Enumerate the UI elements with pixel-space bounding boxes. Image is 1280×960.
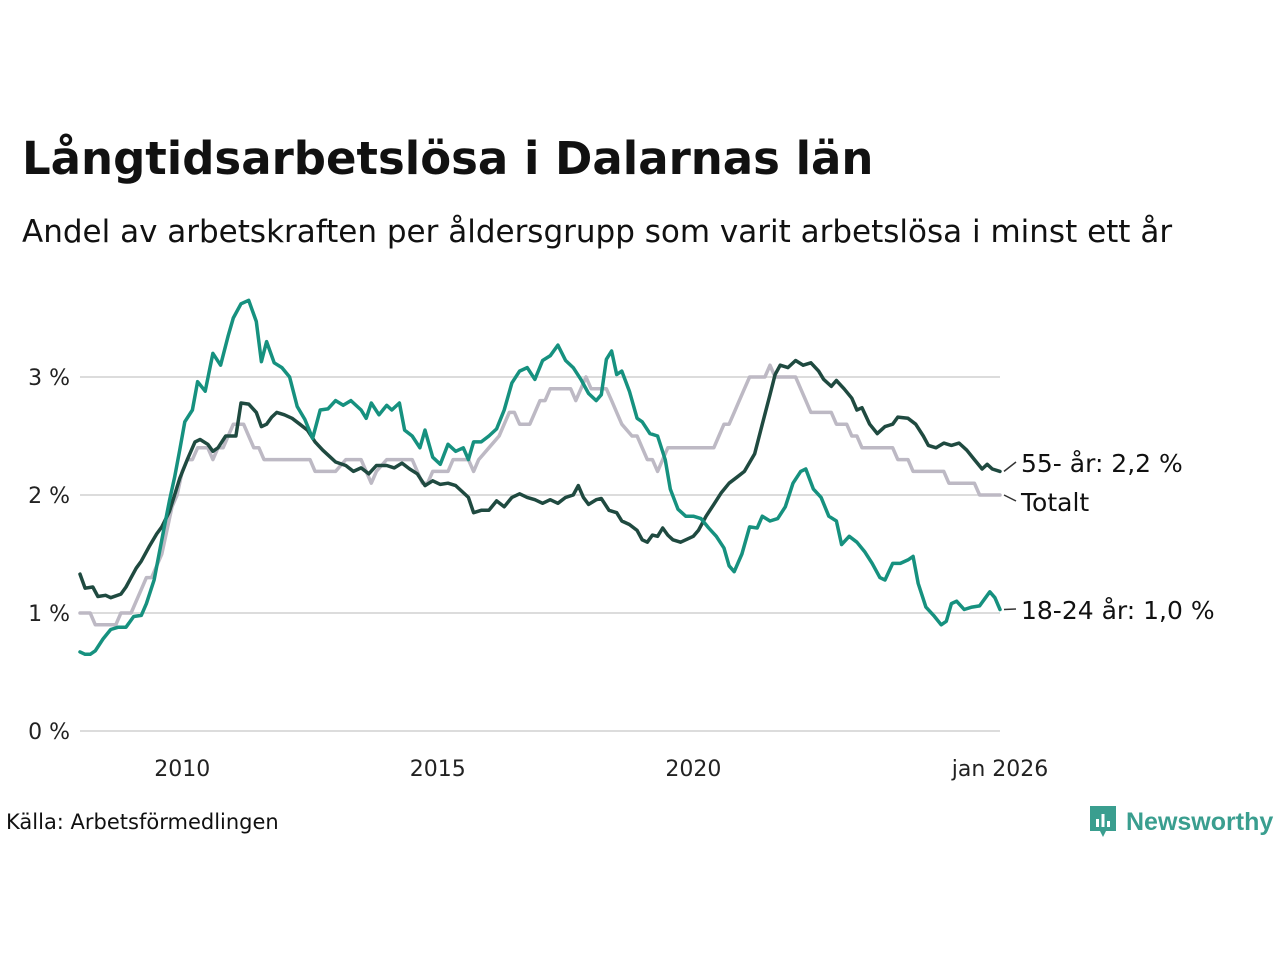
series-lines — [78, 298, 1002, 657]
series-end-labels: Totalt 55- år: 2,2 % 18-24 år: 1,0 % — [1003, 449, 1215, 625]
label-leader-line — [1003, 461, 1017, 472]
newsworthy-logo-icon — [1090, 806, 1116, 837]
brand-name: Newsworthy — [1126, 807, 1274, 836]
y-axis-tick-labels: 0 % 1 % 2 % 3 % — [28, 366, 70, 745]
series-line-old — [78, 358, 1002, 600]
chart-title: Långtidsarbetslösa i Dalarnas län — [22, 132, 874, 185]
gridlines — [80, 376, 1000, 732]
chart-subtitle: Andel av arbetskraften per åldersgrupp s… — [22, 214, 1173, 250]
series-label-young: 18-24 år: 1,0 % — [1021, 596, 1215, 625]
x-tick-label: jan 2026 — [951, 757, 1049, 782]
x-tick-label: 2020 — [665, 757, 721, 782]
x-axis-tick-labels: 2010 2015 2020 jan 2026 — [154, 757, 1048, 782]
y-tick-label: 1 % — [28, 602, 70, 627]
y-tick-label: 2 % — [28, 484, 70, 509]
x-tick-label: 2015 — [410, 757, 466, 782]
label-leader-line — [1003, 494, 1017, 502]
y-tick-label: 3 % — [28, 366, 70, 391]
brand-logo: Newsworthy — [1088, 804, 1273, 840]
series-label-old: 55- år: 2,2 % — [1021, 449, 1183, 478]
series-label-total: Totalt — [1020, 488, 1089, 517]
series-line-young — [78, 298, 1002, 657]
series-line-total — [78, 363, 1002, 627]
x-tick-label: 2010 — [154, 757, 210, 782]
y-tick-label: 0 % — [28, 720, 70, 745]
source-note: Källa: Arbetsförmedlingen — [6, 810, 279, 834]
